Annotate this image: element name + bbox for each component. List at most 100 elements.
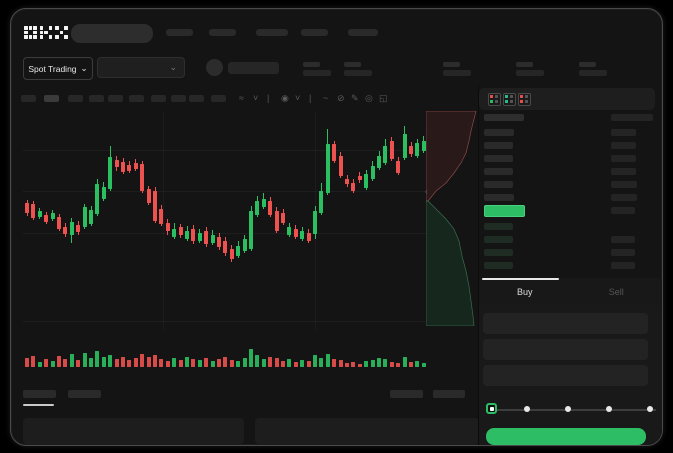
submit-buy-button[interactable] [486, 428, 646, 445]
timeframe-button[interactable] [211, 95, 226, 102]
slider-mark-25[interactable] [524, 406, 530, 412]
okx-logo[interactable] [24, 26, 69, 41]
volume-bar [108, 355, 113, 367]
book-row-price[interactable] [484, 249, 513, 256]
book-combined-icon[interactable] [488, 93, 501, 106]
candle [69, 222, 74, 235]
volume-bar [50, 361, 55, 367]
compare-icon[interactable]: ◉ [281, 93, 289, 103]
chevron-down-icon[interactable]: ˅ [253, 93, 259, 103]
timeframe-button[interactable] [68, 95, 83, 102]
book-row-amount[interactable] [611, 207, 635, 214]
nav-item[interactable] [166, 29, 193, 36]
timeframe-button[interactable] [189, 95, 204, 102]
timeframe-button[interactable] [21, 95, 36, 102]
book-asks-icon[interactable] [518, 93, 531, 106]
book-row-amount[interactable] [611, 181, 637, 188]
total-input[interactable] [483, 365, 648, 386]
draw-icon[interactable]: ✎ [351, 93, 359, 103]
slider-mark-75[interactable] [606, 406, 612, 412]
candle [44, 215, 49, 222]
book-row-price[interactable] [484, 194, 514, 201]
timeframe-button[interactable] [44, 95, 59, 102]
avatar[interactable] [206, 59, 223, 76]
book-row-price[interactable] [484, 155, 513, 162]
volume-bar [165, 361, 170, 367]
book-row-price[interactable] [484, 236, 513, 243]
candle [197, 233, 202, 241]
bottom-tab[interactable] [68, 390, 101, 398]
book-row-amount[interactable] [611, 249, 635, 256]
book-row-price[interactable] [484, 223, 513, 230]
timeframe-button[interactable] [129, 95, 144, 102]
price-input[interactable] [483, 313, 648, 334]
indicator-icon[interactable]: ≈ [239, 93, 244, 103]
depth-chart[interactable] [426, 111, 479, 326]
book-row-amount[interactable] [611, 168, 636, 175]
nav-item[interactable] [301, 29, 328, 36]
volume-bar [287, 359, 292, 367]
chevron-down-icon[interactable]: ˅ [295, 93, 301, 103]
fullscreen-icon[interactable]: ◱ [379, 93, 388, 103]
book-row-price[interactable] [484, 114, 524, 121]
volume-bar [223, 357, 228, 367]
candle [204, 231, 209, 244]
book-row-price[interactable] [484, 262, 513, 269]
bottom-action[interactable] [433, 390, 465, 398]
tab-buy[interactable]: Buy [479, 278, 571, 305]
volume-bar [25, 358, 29, 367]
stat-value-placeholder [303, 70, 331, 76]
mode-dot [510, 95, 513, 98]
bottom-tab-active[interactable] [23, 390, 56, 398]
candle [101, 187, 106, 199]
nav-item[interactable] [256, 29, 288, 36]
logo-letter-X [55, 26, 69, 39]
timeframe-button[interactable] [89, 95, 104, 102]
eraser-icon[interactable]: ⊘ [337, 93, 345, 103]
book-row-amount[interactable] [611, 129, 636, 136]
amount-slider[interactable] [486, 403, 658, 416]
slider-mark-50[interactable] [565, 406, 571, 412]
timeframe-button[interactable] [151, 95, 166, 102]
candle [210, 235, 215, 243]
nav-item[interactable] [348, 29, 378, 36]
book-row-amount[interactable] [611, 236, 635, 243]
book-row-price[interactable] [484, 168, 513, 175]
bottom-action[interactable] [390, 390, 423, 398]
timeframe-button[interactable] [108, 95, 123, 102]
timeframe-button[interactable] [171, 95, 186, 102]
last-price-badge[interactable] [484, 205, 525, 217]
active-tab-indicator [482, 278, 559, 280]
book-row-price[interactable] [484, 142, 513, 149]
book-bids-icon[interactable] [503, 93, 516, 106]
book-row-amount[interactable] [611, 262, 635, 269]
candle [261, 199, 266, 207]
slider-mark-100[interactable] [647, 406, 653, 412]
slider-handle[interactable] [486, 403, 497, 414]
book-row-price[interactable] [484, 129, 514, 136]
book-row-amount[interactable] [611, 114, 653, 121]
candlestick-chart[interactable] [23, 111, 426, 331]
book-row-price[interactable] [484, 181, 513, 188]
book-row-amount[interactable] [611, 142, 636, 149]
candle [383, 146, 388, 163]
volume-bar [159, 359, 164, 367]
candle [37, 211, 42, 217]
settings-icon[interactable]: ◎ [365, 93, 373, 103]
mode-dot [495, 100, 498, 103]
candle [287, 227, 292, 235]
candle [57, 217, 61, 229]
stat-value-placeholder [516, 70, 544, 76]
volume-bar [63, 359, 68, 367]
tab-sell[interactable]: Sell [571, 278, 663, 305]
pair-dropdown[interactable]: ⌄ [97, 57, 185, 78]
volume-bar [153, 355, 157, 367]
nav-item[interactable] [209, 29, 236, 36]
search-input[interactable] [71, 24, 153, 43]
book-row-amount[interactable] [611, 194, 637, 201]
book-row-amount[interactable] [611, 155, 636, 162]
market-type-selector[interactable]: Spot Trading ⌄ [23, 57, 93, 80]
line-tool-icon[interactable]: ~ [323, 93, 329, 103]
amount-input[interactable] [483, 339, 648, 360]
collapse-panel-icon[interactable]: ‹ [425, 187, 428, 196]
